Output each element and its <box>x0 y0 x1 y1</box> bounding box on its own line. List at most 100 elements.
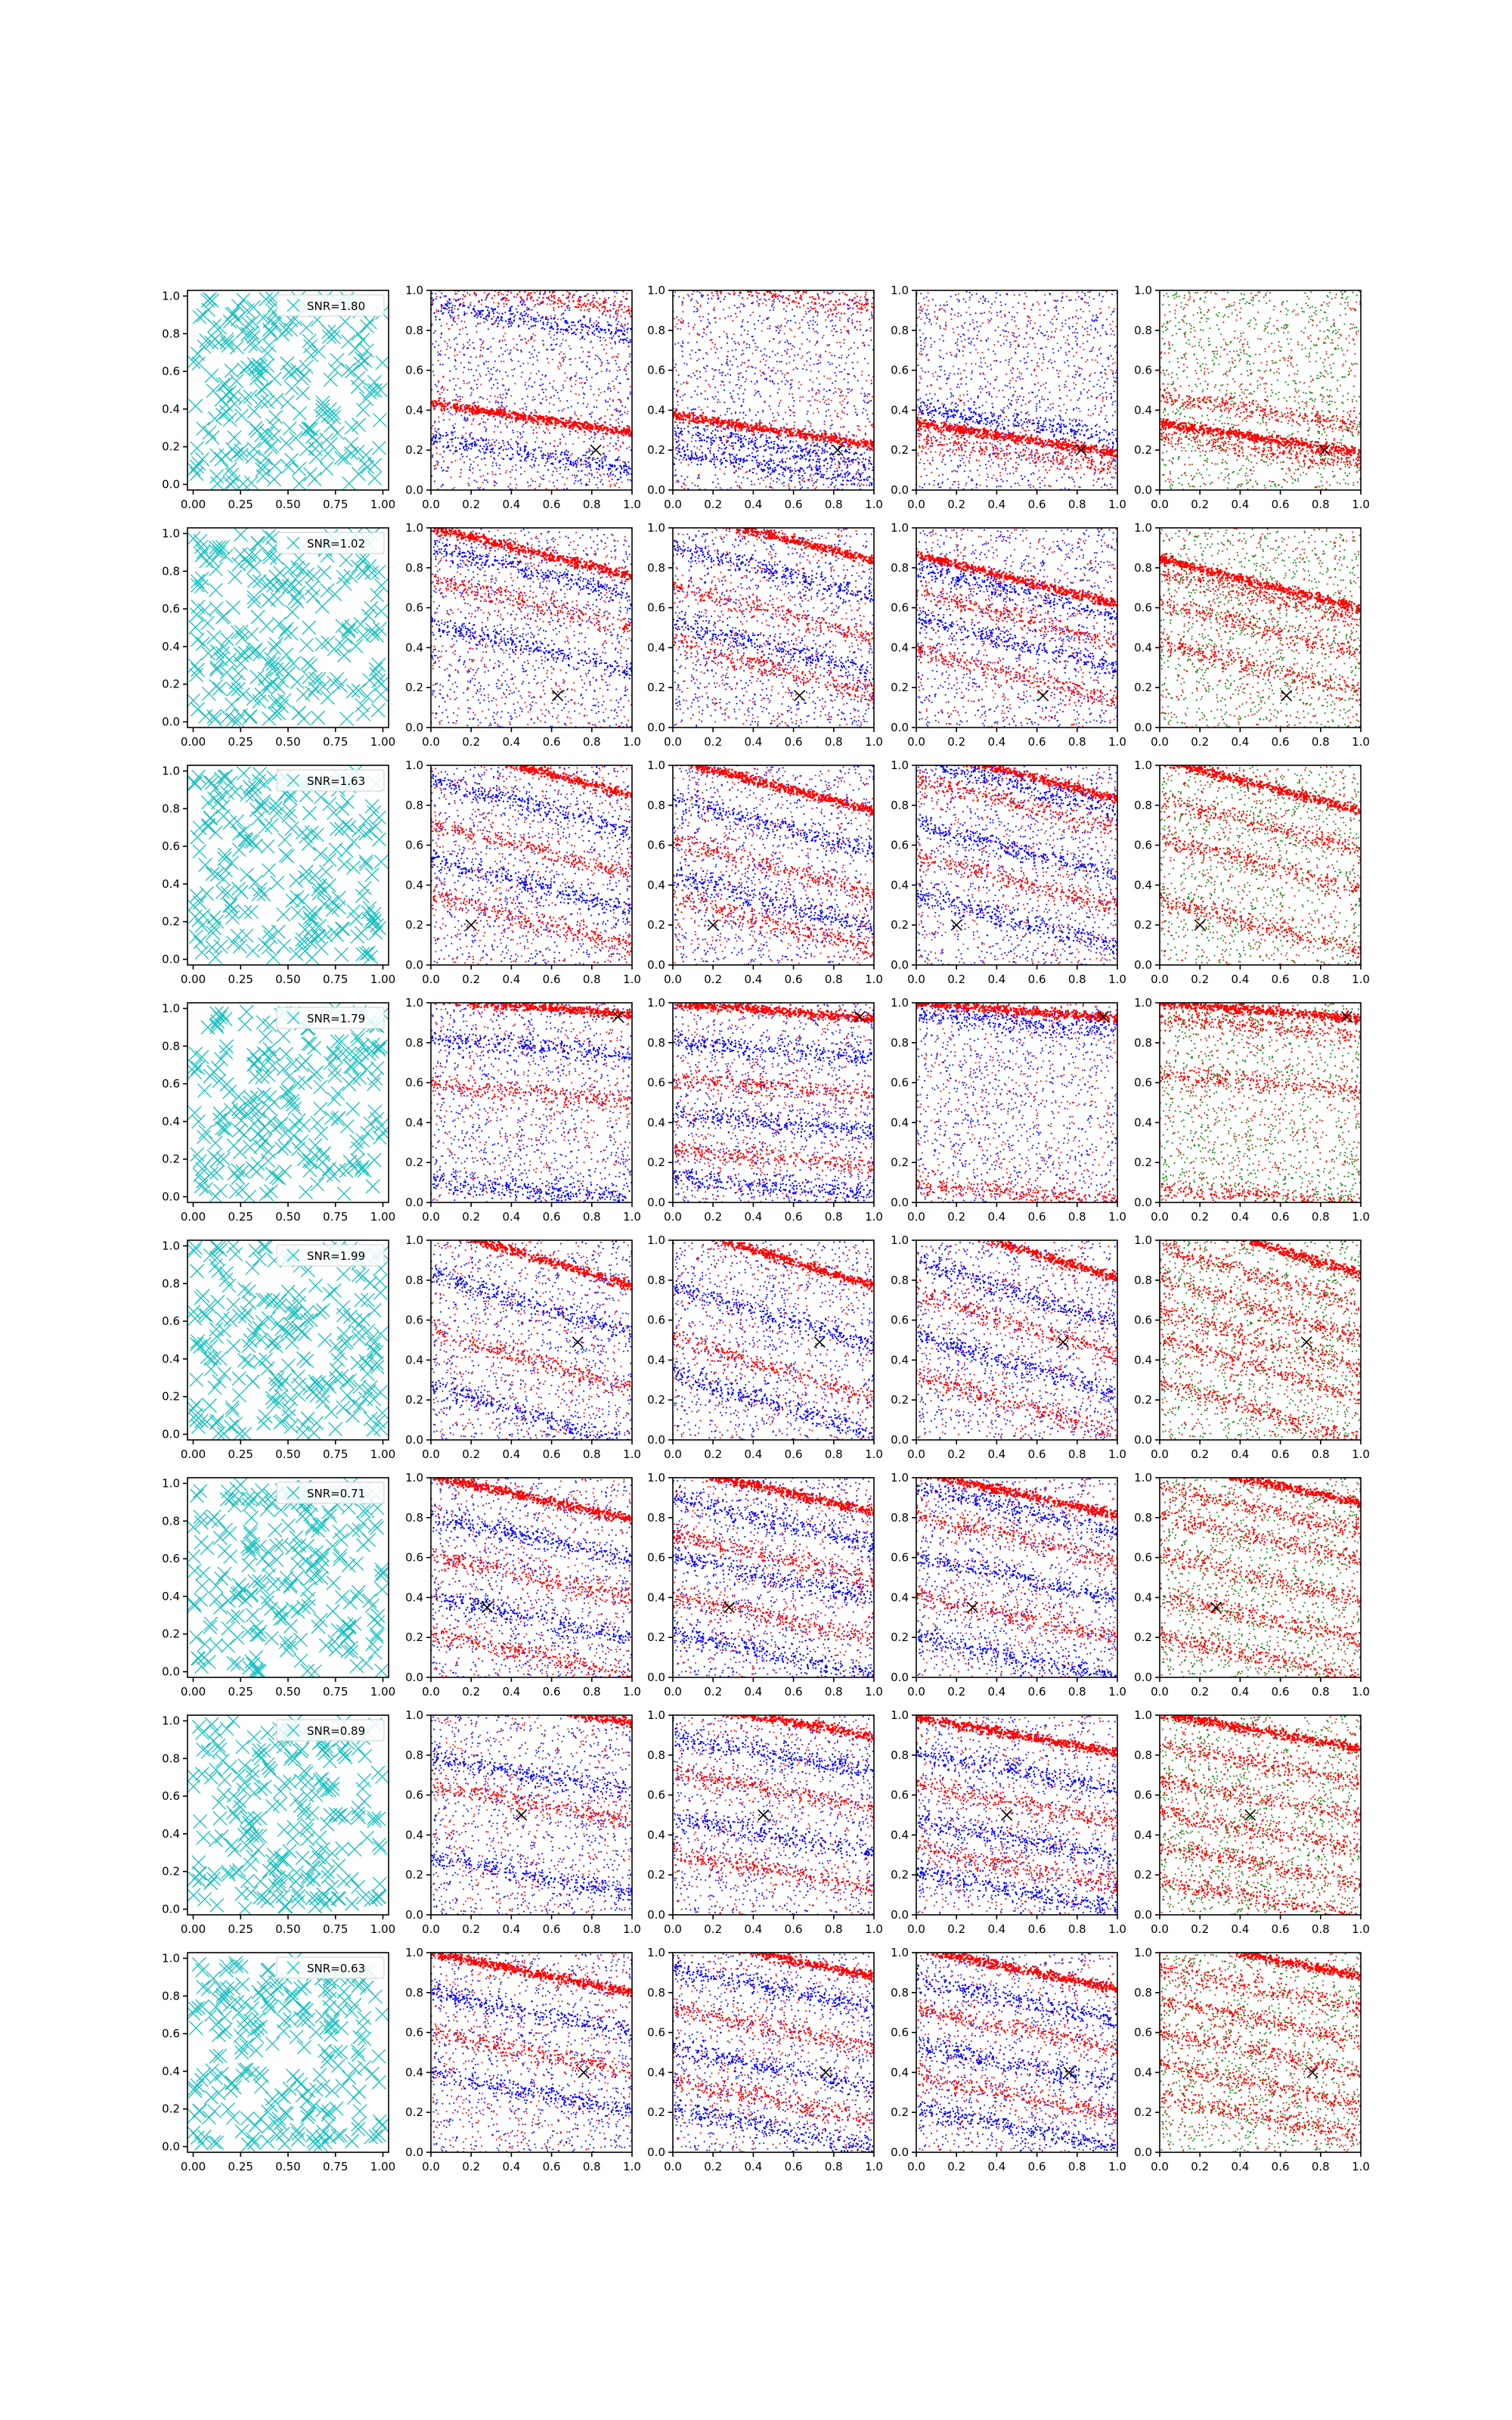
noise-point <box>590 385 591 386</box>
noise-point <box>785 452 786 454</box>
band-point <box>543 324 544 325</box>
noise-point <box>780 370 782 371</box>
noise-point <box>690 377 692 378</box>
band-point <box>847 445 849 448</box>
data-point <box>206 430 219 444</box>
noise-point <box>477 456 479 458</box>
band-point <box>442 287 443 289</box>
noise-point <box>738 295 739 296</box>
noise-point <box>682 340 683 342</box>
noise-point <box>593 476 595 478</box>
band-point <box>772 427 774 430</box>
noise-point <box>578 470 579 472</box>
band-point <box>438 272 440 274</box>
noise-point <box>720 384 721 386</box>
noise-point <box>847 392 849 393</box>
noise-point <box>867 363 869 365</box>
noise-point <box>705 425 707 427</box>
band-point <box>511 322 513 324</box>
band-point <box>441 306 442 307</box>
noise-point <box>758 393 760 395</box>
noise-point <box>541 374 543 376</box>
noise-point <box>435 293 436 294</box>
band-point <box>553 296 554 297</box>
band-point <box>819 458 820 460</box>
noise-point <box>826 404 827 405</box>
noise-point <box>733 390 734 392</box>
noise-point <box>740 326 742 327</box>
band-point <box>628 309 630 310</box>
noise-point <box>847 402 849 403</box>
band-point <box>731 442 733 444</box>
band-point <box>736 419 738 421</box>
band-point <box>534 420 537 422</box>
noise-point <box>727 343 728 344</box>
noise-point <box>522 426 523 427</box>
noise-point <box>786 424 788 425</box>
noise-point <box>488 380 490 381</box>
band-point <box>505 299 507 301</box>
band-point <box>538 315 539 316</box>
noise-point <box>614 388 615 389</box>
noise-point <box>502 384 503 386</box>
noise-point <box>675 364 677 365</box>
band-point <box>454 399 457 401</box>
noise-point <box>727 373 729 374</box>
noise-point <box>433 465 435 467</box>
noise-point <box>438 433 440 434</box>
noise-point <box>532 396 534 398</box>
noise-point <box>726 435 727 436</box>
band-point <box>439 296 441 298</box>
band-point <box>530 326 531 327</box>
noise-point <box>811 479 813 481</box>
band-point <box>534 292 535 293</box>
noise-point <box>736 485 738 486</box>
band-point <box>629 468 631 470</box>
noise-point <box>564 483 565 485</box>
noise-point <box>832 319 833 321</box>
noise-point <box>855 411 857 413</box>
noise-point <box>720 487 721 489</box>
band-point <box>447 404 449 406</box>
noise-point <box>784 377 785 378</box>
noise-point <box>492 473 494 475</box>
noise-point <box>784 318 785 320</box>
noise-point <box>698 358 699 360</box>
band-point <box>686 416 689 418</box>
noise-point <box>794 473 795 474</box>
noise-point <box>827 377 829 379</box>
noise-point <box>827 486 829 488</box>
band-point <box>588 430 590 432</box>
band-point <box>605 299 606 301</box>
noise-point <box>471 387 472 389</box>
band-point <box>463 445 464 447</box>
band-point <box>553 307 554 309</box>
band-point <box>547 298 549 299</box>
band-point <box>553 317 555 318</box>
noise-point <box>459 351 460 352</box>
noise-point <box>493 384 494 386</box>
band-point <box>463 314 465 315</box>
noise-point <box>454 389 455 390</box>
noise-point <box>492 338 494 340</box>
noise-point <box>816 363 818 365</box>
noise-point <box>460 298 461 299</box>
band-point <box>803 434 805 436</box>
noise-point <box>839 402 841 403</box>
band-point <box>708 418 711 420</box>
band-point <box>571 321 572 323</box>
band-point <box>533 319 534 321</box>
noise-point <box>559 368 560 370</box>
noise-point <box>786 340 788 341</box>
noise-point <box>708 298 709 299</box>
noise-point <box>800 483 801 485</box>
noise-point <box>751 336 752 337</box>
band-point <box>834 458 835 460</box>
band-point <box>812 459 813 461</box>
noise-point <box>762 411 764 413</box>
noise-point <box>688 322 689 324</box>
noise-point <box>539 293 541 295</box>
noise-point <box>681 304 683 306</box>
band-point <box>465 280 466 281</box>
noise-point <box>538 394 540 396</box>
